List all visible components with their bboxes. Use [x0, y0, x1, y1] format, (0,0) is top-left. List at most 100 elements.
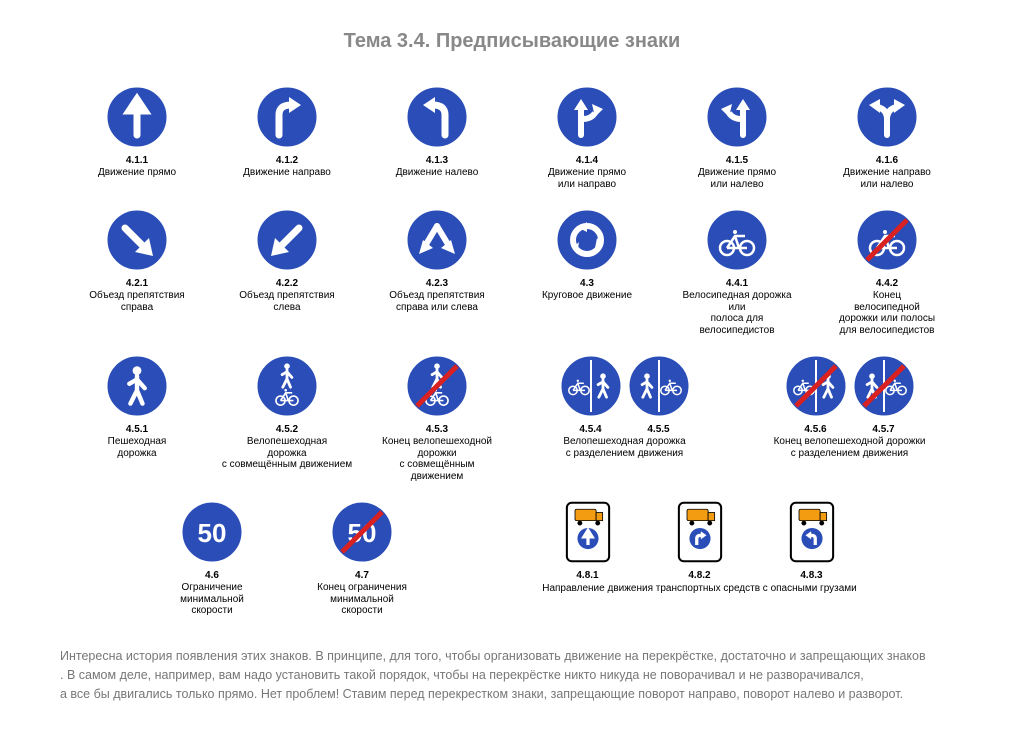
sign-icon: [405, 81, 469, 153]
sign-code: 4.1.5: [726, 155, 748, 166]
sign-label: Конец ограниченияминимальнойскорости: [317, 582, 407, 617]
sign-icon: [255, 81, 319, 153]
sign-code: 4.1.1: [126, 155, 148, 166]
sign-label: Пешеходнаядорожка: [108, 436, 167, 459]
sign-code: 4.1.4: [576, 155, 598, 166]
sign-icon: [255, 204, 319, 276]
sign-pair-cell: 4.5.6 4.5.7 Конец велопешеходной дорожки…: [737, 350, 962, 482]
sign-label: Движение налево: [396, 167, 479, 179]
sign-cell: 4.5.2 Велопешеходнаядорожкас совмещённым…: [212, 350, 362, 482]
sign-icon: [559, 350, 623, 422]
sign-label: Движение прямоили налево: [698, 167, 776, 190]
sign-icon: 50: [180, 496, 244, 568]
sign-cell: 4.5.3 Конец велопешеходной дорожкис совм…: [362, 350, 512, 482]
sign-icon: [562, 496, 614, 568]
hazmat-label: Направление движения транспортных средст…: [542, 583, 857, 594]
sign-cell: 4.2.2 Объезд препятствияслева: [212, 204, 362, 336]
sign-pair-cell: 4.5.4 4.5.5 Велопешеходная дорожкас разд…: [512, 350, 737, 482]
sign-cell: 4.2.3 Объезд препятствиясправа или слева: [362, 204, 512, 336]
sign-code: 4.2.2: [276, 278, 298, 289]
sign-icon: [855, 81, 919, 153]
row-4: 50 4.6 Ограничениеминимальнойскорости 50…: [62, 496, 962, 617]
sign-icon: [105, 81, 169, 153]
sign-code: 4.1.6: [876, 155, 898, 166]
sign-code: 4.8.1: [576, 570, 598, 581]
sign-icon: [255, 350, 319, 422]
sign-icon: [855, 204, 919, 276]
sign-code: 4.2.1: [126, 278, 148, 289]
sign-code: 4.5.6: [804, 424, 826, 435]
sign-cell: 50 4.7 Конец ограниченияминимальнойскоро…: [287, 496, 437, 617]
footer-paragraph: Интересна история появления этих знаков.…: [60, 647, 964, 705]
sign-icon: [105, 350, 169, 422]
sign-code: 4.1.3: [426, 155, 448, 166]
sign-icon: [405, 204, 469, 276]
sign-code: 4.5.4: [579, 424, 601, 435]
sign-code: 4.5.3: [426, 424, 448, 435]
footer-line: Интересна история появления этих знаков.…: [60, 647, 964, 666]
sign-cell: 50 4.6 Ограничениеминимальнойскорости: [137, 496, 287, 617]
sign-icon: [852, 350, 916, 422]
sign-cell: 4.1.3 Движение налево: [362, 81, 512, 190]
sign-code: 4.6: [205, 570, 219, 581]
sign-icon: [786, 496, 838, 568]
sign-cell: 4.1.2 Движение направо: [212, 81, 362, 190]
sign-icon: 50: [330, 496, 394, 568]
sign-label: Круговое движение: [542, 290, 632, 302]
sign-cell: 4.1.6 Движение направоили налево: [812, 81, 962, 190]
sign-label: Конец велопешеходной дорожкис разделение…: [774, 436, 926, 459]
sign-icon: [705, 81, 769, 153]
sign-cell: 4.5.1 Пешеходнаядорожка: [62, 350, 212, 482]
sign-label: Объезд препятствиясправа: [89, 290, 184, 313]
sign-cell: 4.1.4 Движение прямоили направо: [512, 81, 662, 190]
sign-code: 4.1.2: [276, 155, 298, 166]
sign-code: 4.4.2: [876, 278, 898, 289]
sign-cell: 4.1.1 Движение прямо: [62, 81, 212, 190]
row-1: 4.1.1 Движение прямо 4.1.2 Движение напр…: [62, 81, 962, 190]
sign-label: Движение прямоили направо: [548, 167, 626, 190]
sign-icon: [627, 350, 691, 422]
footer-line: . В самом деле, например, вам надо устан…: [60, 666, 964, 685]
sign-label: Ограничениеминимальнойскорости: [180, 582, 244, 617]
sign-code: 4.5.2: [276, 424, 298, 435]
sign-label: Движение прямо: [98, 167, 176, 179]
signs-grid: 4.1.1 Движение прямо 4.1.2 Движение напр…: [62, 81, 962, 617]
sign-icon: [555, 204, 619, 276]
sign-cell: 4.2.1 Объезд препятствиясправа: [62, 204, 212, 336]
sign-cell: 4.8.1: [562, 496, 614, 581]
sign-label: Движение направо: [243, 167, 331, 179]
sign-code: 4.2.3: [426, 278, 448, 289]
sign-code: 4.4.1: [726, 278, 748, 289]
sign-icon: [105, 204, 169, 276]
sign-label: Объезд препятствиясправа или слева: [389, 290, 484, 313]
footer-line: а все бы двигались только прямо. Нет про…: [60, 685, 964, 704]
sign-code: 4.3: [580, 278, 594, 289]
sign-cell: 4.1.5 Движение прямоили налево: [662, 81, 812, 190]
sign-label: Объезд препятствияслева: [239, 290, 334, 313]
sign-code: 4.5.1: [126, 424, 148, 435]
sign-cell: 4.4.2 Конецвелосипеднойдорожки или полос…: [812, 204, 962, 336]
sign-label: Конец велопешеходной дорожкис совмещённы…: [362, 436, 512, 482]
sign-label: Велосипедная дорожкаилиполоса длявелосип…: [682, 290, 791, 336]
sign-label: Велопешеходнаядорожкас совмещённым движе…: [222, 436, 352, 471]
sign-icon: [674, 496, 726, 568]
sign-icon: [555, 81, 619, 153]
sign-code: 4.5.5: [647, 424, 669, 435]
row-3: 4.5.1 Пешеходнаядорожка 4.5.2 Велопешехо…: [62, 350, 962, 482]
sign-label: Конецвелосипеднойдорожки или полосыдля в…: [839, 290, 935, 336]
sign-cell: 4.3 Круговое движение: [512, 204, 662, 336]
page-title: Тема 3.4. Предписывающие знаки: [60, 30, 964, 53]
sign-cell: 4.8.3: [786, 496, 838, 581]
sign-icon: [405, 350, 469, 422]
sign-cell: 4.4.1 Велосипедная дорожкаилиполоса дляв…: [662, 204, 812, 336]
row-2: 4.2.1 Объезд препятствиясправа 4.2.2 Объ…: [62, 204, 962, 336]
sign-cell: 4.8.2: [674, 496, 726, 581]
sign-code: 4.5.7: [872, 424, 894, 435]
hazmat-group: 4.8.1 4.8.2 4.8.3 Направление движения т…: [437, 496, 962, 617]
sign-code: 4.8.3: [800, 570, 822, 581]
sign-code: 4.7: [355, 570, 369, 581]
sign-icon: [705, 204, 769, 276]
sign-code: 4.8.2: [688, 570, 710, 581]
sign-icon: [784, 350, 848, 422]
sign-label: Велопешеходная дорожкас разделением движ…: [563, 436, 685, 459]
